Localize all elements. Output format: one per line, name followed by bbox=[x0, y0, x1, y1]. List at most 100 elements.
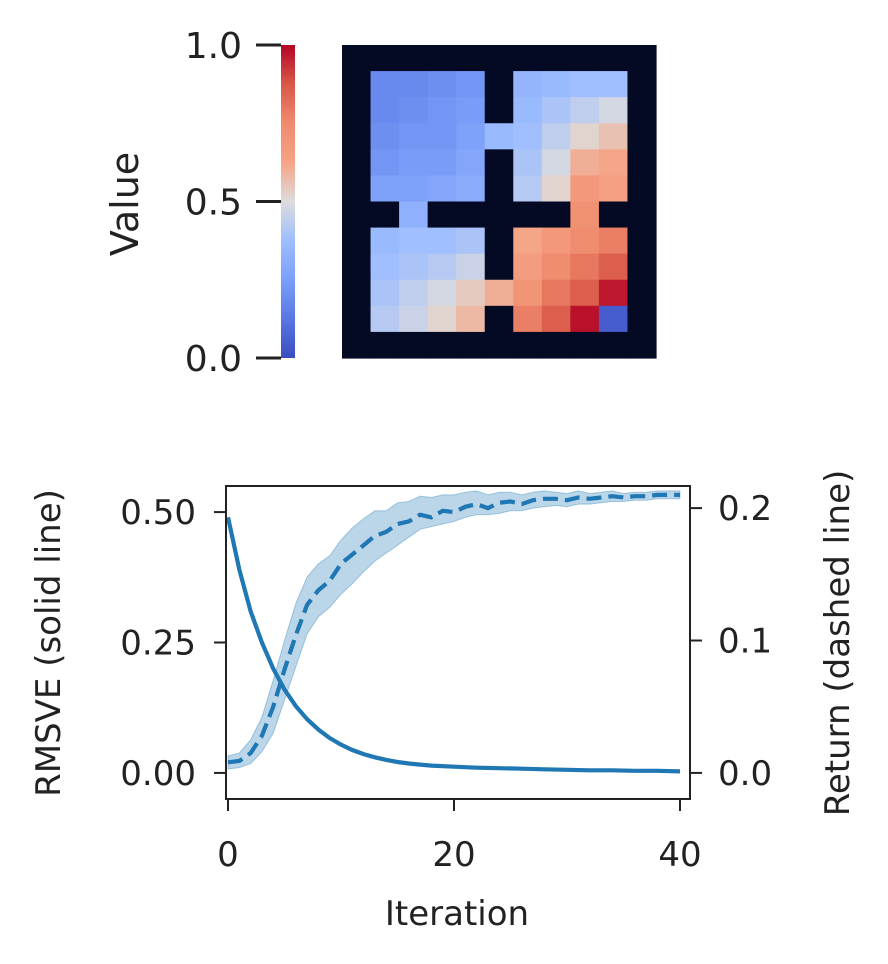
heatmap-wall-cell bbox=[627, 45, 657, 72]
heatmap-cell bbox=[513, 227, 543, 255]
heatmap-cell bbox=[513, 253, 543, 281]
heatmap-cell bbox=[541, 71, 571, 98]
heatmap-cell bbox=[513, 305, 543, 333]
heatmap-cell bbox=[513, 71, 543, 98]
heatmap-cell bbox=[570, 201, 600, 229]
heatmap-wall-cell bbox=[456, 201, 486, 229]
heatmap-wall-cell bbox=[484, 227, 514, 255]
heatmap-wall-cell bbox=[627, 201, 657, 229]
heatmap-wall-cell bbox=[484, 331, 514, 359]
heatmap-cell bbox=[598, 175, 629, 203]
heatmap-cell bbox=[598, 305, 629, 333]
heatmap-cell bbox=[570, 149, 600, 177]
heatmap-cell bbox=[484, 123, 514, 150]
x-axis-ticks: 0 20 40 bbox=[217, 799, 702, 875]
heatmap-wall-cell bbox=[342, 175, 372, 203]
heatmap-cell bbox=[456, 123, 486, 150]
heatmap-cell bbox=[427, 253, 457, 281]
heatmap-cell bbox=[484, 279, 514, 307]
heatmap-wall-cell bbox=[484, 71, 514, 98]
heatmap-cell bbox=[370, 97, 400, 124]
colorbar-ticks: 0.0 0.5 1.0 bbox=[185, 26, 281, 380]
heatmap-cell bbox=[598, 227, 629, 255]
heatmap-wall-cell bbox=[342, 253, 372, 281]
heatmap-wall-cell bbox=[427, 331, 457, 359]
right-axis-label: Return (dashed line) bbox=[818, 470, 858, 817]
heatmap-cell bbox=[399, 97, 429, 124]
left-y-tick-label: 0.25 bbox=[120, 624, 196, 664]
heatmap-cell bbox=[399, 71, 429, 98]
heatmap-wall-cell bbox=[513, 201, 543, 229]
heatmap-cell bbox=[399, 227, 429, 255]
heatmap-cell bbox=[399, 149, 429, 177]
heatmap-cell bbox=[570, 305, 600, 333]
heatmap-cell bbox=[399, 175, 429, 203]
heatmap-wall-cell bbox=[427, 45, 457, 72]
heatmap-wall-cell bbox=[627, 331, 657, 359]
heatmap-wall-cell bbox=[342, 149, 372, 177]
heatmap-wall-cell bbox=[342, 201, 372, 229]
heatmap-wall-cell bbox=[456, 45, 486, 72]
heatmap-cell bbox=[370, 253, 400, 281]
heatmap-wall-cell bbox=[484, 175, 514, 203]
heatmap-wall-cell bbox=[342, 227, 372, 255]
heatmap-cell bbox=[427, 175, 457, 203]
right-y-tick-label: 0.1 bbox=[718, 622, 772, 662]
heatmap-wall-cell bbox=[627, 149, 657, 177]
heatmap-cell bbox=[541, 123, 571, 150]
heatmap-wall-cell bbox=[399, 45, 429, 72]
heatmap-cell bbox=[427, 149, 457, 177]
heatmap-wall-cell bbox=[370, 45, 400, 72]
heatmap-wall-cell bbox=[484, 305, 514, 333]
x-tick-label: 40 bbox=[658, 835, 701, 875]
heatmap-cell bbox=[427, 305, 457, 333]
heatmap-cell bbox=[456, 175, 486, 203]
heatmap-cell bbox=[541, 305, 571, 333]
heatmap-cell bbox=[399, 279, 429, 307]
right-y-tick-label: 0.0 bbox=[718, 754, 772, 794]
heatmap-cell bbox=[456, 97, 486, 124]
heatmap-wall-cell bbox=[570, 331, 600, 359]
x-tick-label: 20 bbox=[432, 835, 475, 875]
heatmap-cell bbox=[456, 71, 486, 98]
heatmap-wall-cell bbox=[627, 305, 657, 333]
heatmap-cell bbox=[427, 71, 457, 98]
heatmap-cell bbox=[541, 97, 571, 124]
heatmap-wall-cell bbox=[598, 45, 629, 72]
heatmap-cell bbox=[598, 71, 629, 98]
line-chart: 0 20 40 0.00 0.25 0.50 0.0 0.1 0.2 Iteration R… bbox=[29, 470, 858, 934]
heatmap-cell bbox=[570, 97, 600, 124]
left-y-tick-label: 0.50 bbox=[120, 493, 196, 533]
heatmap-wall-cell bbox=[627, 123, 657, 150]
heatmap-wall-cell bbox=[370, 201, 400, 229]
heatmap-wall-cell bbox=[513, 45, 543, 72]
heatmap-wall-cell bbox=[541, 331, 571, 359]
rmsve-line bbox=[225, 516, 681, 774]
heatmap-wall-cell bbox=[598, 331, 629, 359]
heatmap-cell bbox=[513, 175, 543, 203]
heatmap-cell bbox=[570, 279, 600, 307]
heatmap-wall-cell bbox=[627, 97, 657, 124]
heatmap-cell bbox=[598, 97, 629, 124]
heatmap-cell bbox=[427, 123, 457, 150]
return-confidence-band bbox=[227, 490, 681, 770]
heatmap-wall-cell bbox=[627, 279, 657, 307]
heatmap-wall-cell bbox=[598, 201, 629, 229]
heatmap-cell bbox=[541, 175, 571, 203]
colorbar-gradient-bar bbox=[281, 45, 295, 358]
heatmap-wall-cell bbox=[484, 253, 514, 281]
heatmap-cell bbox=[399, 253, 429, 281]
heatmap-wall-cell bbox=[484, 97, 514, 124]
x-tick-label: 0 bbox=[217, 835, 239, 875]
heatmap-cell bbox=[399, 201, 429, 229]
heatmap-cell bbox=[370, 175, 400, 203]
heatmap-cell bbox=[370, 123, 400, 150]
left-axis-label: RMSVE (solid line) bbox=[29, 489, 69, 797]
colorbar-tick-label: 0.0 bbox=[185, 339, 242, 380]
heatmap-cell bbox=[598, 253, 629, 281]
heatmap-cell bbox=[456, 279, 486, 307]
heatmap-cell bbox=[456, 227, 486, 255]
heatmap-wall-cell bbox=[627, 71, 657, 98]
right-y-tick-label: 0.2 bbox=[718, 489, 772, 529]
heatmap-wall-cell bbox=[484, 149, 514, 177]
